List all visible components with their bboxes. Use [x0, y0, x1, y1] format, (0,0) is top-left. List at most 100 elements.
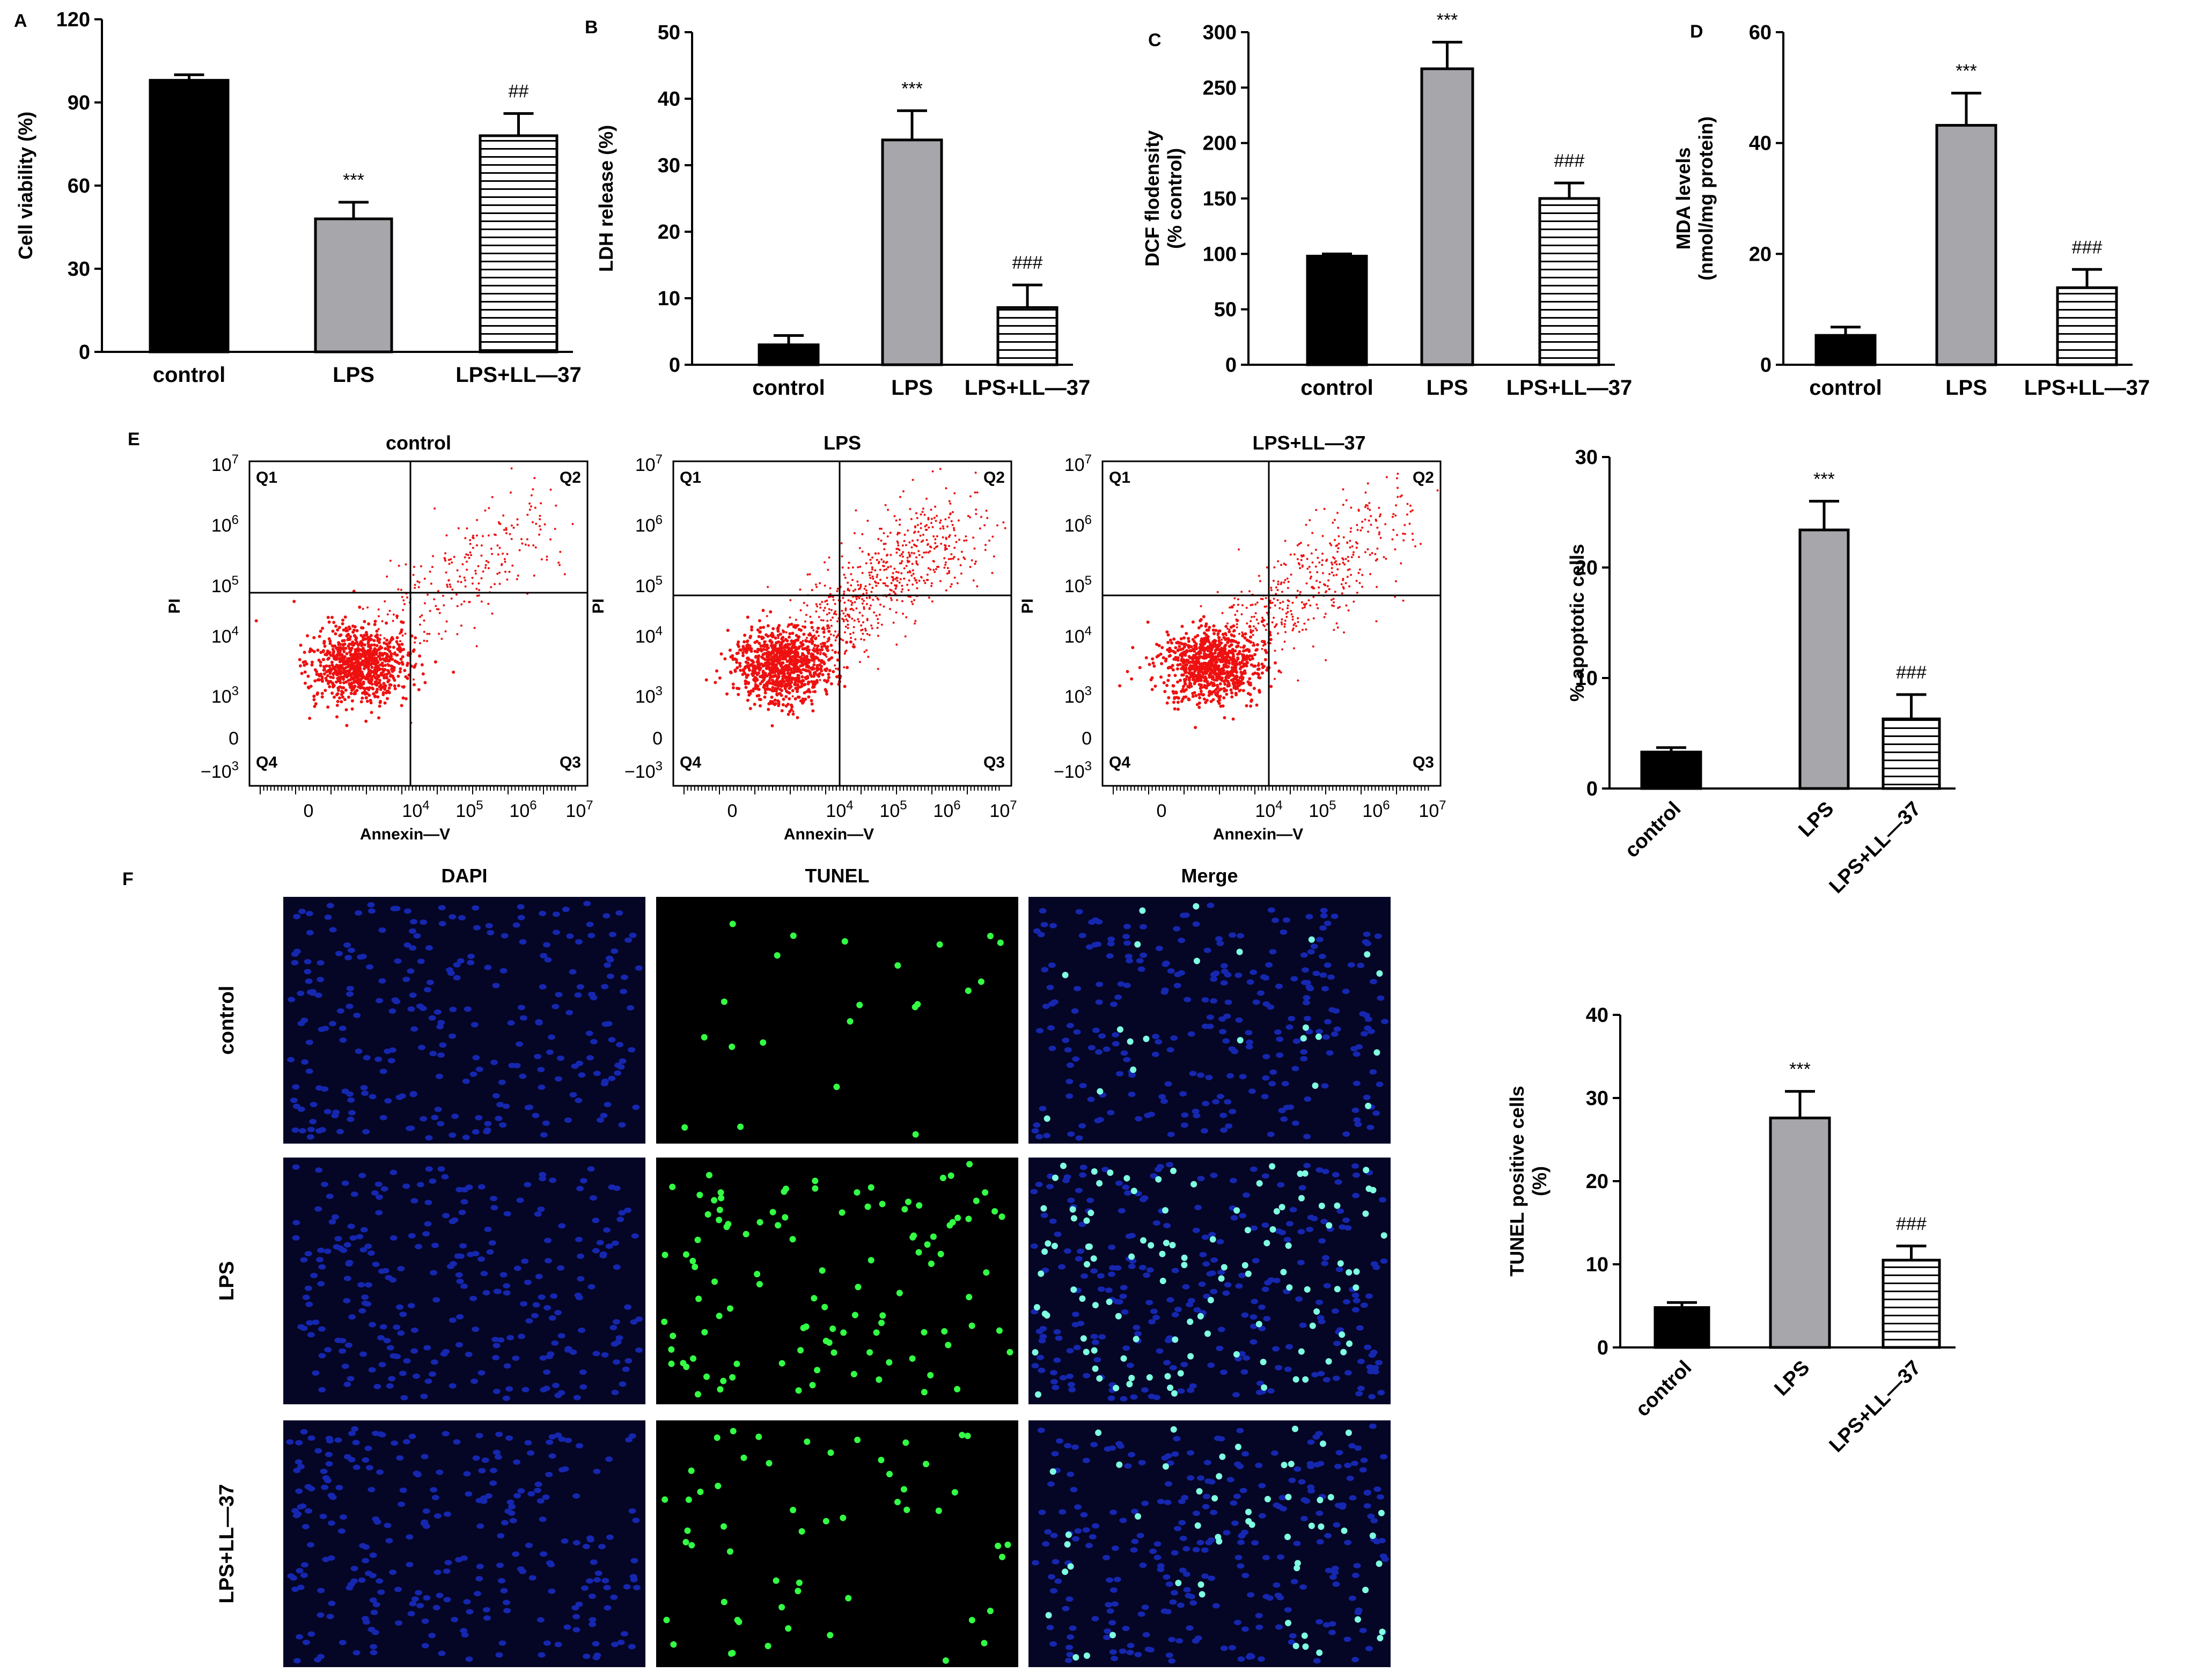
scatter-point — [330, 681, 334, 685]
scatter-point — [785, 631, 788, 633]
scatter-point — [738, 664, 742, 668]
scatter-point — [347, 665, 350, 668]
scatter-point — [320, 677, 324, 681]
scatter-point — [1225, 670, 1229, 674]
scatter-point — [540, 502, 542, 505]
scatter-point — [991, 572, 994, 574]
scatter-point — [1283, 581, 1285, 584]
scatter-point — [1155, 655, 1159, 659]
scatter-point — [337, 676, 341, 680]
scatter-point — [969, 516, 971, 519]
scatter-point — [1304, 604, 1306, 607]
scatter-point — [821, 628, 824, 630]
scatter-point — [796, 716, 799, 719]
scatter-point — [1350, 527, 1353, 529]
y-tick-label: 20 — [1586, 1170, 1608, 1193]
nucleus — [1151, 1051, 1159, 1057]
scatter-point — [1166, 640, 1170, 644]
scatter-point — [1311, 532, 1314, 534]
scatter-point — [1232, 603, 1235, 606]
nucleus — [1285, 1024, 1294, 1030]
scatter-point — [1371, 552, 1373, 555]
nucleus — [483, 1129, 491, 1134]
scatter-point — [332, 653, 335, 657]
scatter-point — [826, 603, 829, 606]
scatter-point — [813, 649, 815, 652]
scatter-point — [930, 518, 933, 520]
nucleus — [388, 1008, 396, 1014]
scatter-point — [847, 623, 849, 626]
nucleus — [446, 967, 453, 973]
scatter-point — [306, 634, 309, 638]
scatter-point — [1348, 568, 1351, 571]
scatter-point — [762, 674, 766, 678]
scatter-point — [810, 699, 813, 703]
scatter-point — [484, 509, 487, 512]
scatter-point — [811, 621, 814, 624]
scatter-point — [1383, 556, 1385, 558]
y-tick-label: 150 — [1203, 188, 1237, 210]
scatter-point — [833, 634, 835, 637]
scatter-point — [335, 715, 339, 719]
scatter-point — [856, 580, 859, 583]
scatter-point — [421, 672, 425, 676]
scatter-point — [855, 607, 858, 610]
scatter-point — [782, 651, 786, 654]
category-label: LPS — [1770, 1357, 1814, 1401]
scatter-point — [346, 662, 349, 666]
nucleus — [552, 911, 560, 917]
scatter-point — [391, 669, 394, 673]
scatter-point — [796, 639, 799, 642]
y-tick-label: 20 — [1575, 557, 1598, 579]
scatter-point — [446, 585, 449, 588]
scatter-point — [827, 673, 831, 676]
scatter-point — [416, 580, 419, 583]
scatter-point — [1419, 543, 1422, 545]
scatter-point — [781, 677, 784, 681]
scatter-point — [788, 652, 792, 655]
scatter-point — [531, 521, 534, 524]
scatter-point — [945, 487, 947, 490]
scatter-point — [851, 566, 854, 569]
scatter-point — [477, 565, 480, 568]
scatter-point — [504, 561, 506, 563]
scatter-point — [1208, 661, 1212, 665]
nucleus — [339, 1026, 347, 1031]
scatter-point — [824, 607, 826, 609]
scatter-point — [1199, 645, 1202, 648]
scatter-point — [1361, 520, 1364, 523]
nucleus — [620, 975, 628, 980]
scatter-point — [1257, 622, 1260, 625]
scatter-point — [322, 665, 326, 668]
scatter-point — [857, 566, 859, 569]
scatter-point — [755, 694, 759, 698]
scatter-point — [931, 470, 934, 473]
scatter-point — [313, 668, 317, 672]
scatter-point — [810, 674, 813, 678]
panel-letter-a: A — [14, 11, 27, 31]
scatter-point — [464, 585, 467, 588]
scatter-point — [1245, 638, 1249, 642]
scatter-point — [871, 568, 873, 571]
tunel-positive-cell — [760, 1039, 767, 1046]
scatter-point — [802, 639, 804, 642]
scatter-point — [801, 701, 804, 705]
scatter-point — [842, 620, 845, 623]
nucleus — [435, 1073, 443, 1079]
scatter-point — [372, 692, 376, 696]
scatter-point — [918, 579, 921, 582]
scatter-point — [1344, 582, 1347, 585]
scatter-point — [909, 507, 912, 510]
scatter-point — [369, 679, 372, 683]
scatter-point — [1183, 642, 1187, 646]
scatter-point — [921, 511, 924, 513]
scatter-point — [811, 709, 815, 713]
nucleus — [632, 1104, 640, 1110]
scatter-point — [731, 654, 734, 658]
nucleus — [406, 1125, 414, 1131]
scatter-point — [894, 584, 896, 587]
scatter-point — [406, 664, 409, 667]
scatter-point — [714, 681, 717, 684]
nucleus — [429, 1051, 437, 1057]
nucleus — [492, 983, 500, 989]
